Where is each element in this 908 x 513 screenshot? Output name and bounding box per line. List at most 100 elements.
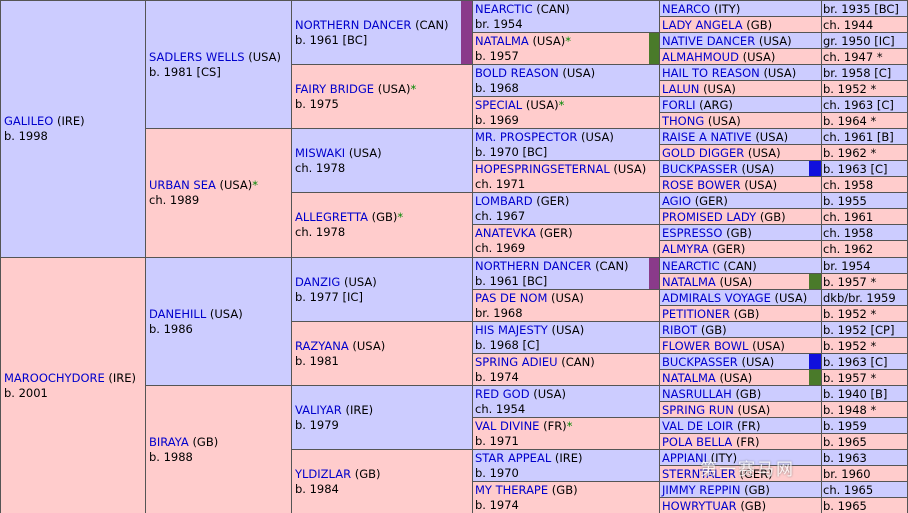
horse-name-link[interactable]: DANZIG <box>295 274 341 289</box>
horse-name-link[interactable]: ROSE BOWER <box>662 178 741 192</box>
horse-name-link[interactable]: LALUN <box>662 82 700 96</box>
horse-name-link[interactable]: FORLI <box>662 98 696 112</box>
horse-name-link[interactable]: HIS MAJESTY <box>475 323 548 337</box>
horse-name-link[interactable]: VAL DIVINE <box>475 419 540 433</box>
birth-info: ch. 1944 <box>823 18 874 32</box>
birth-info-cell: br. 1960 <box>820 465 908 482</box>
horse-name-link[interactable]: SADLERS WELLS <box>149 49 245 64</box>
horse-name-link[interactable]: JIMMY REPPIN <box>662 483 741 497</box>
horse-name-link[interactable]: LADY ANGELA <box>662 18 743 32</box>
horse-name-link[interactable]: THONG <box>662 114 705 128</box>
grandparent-cell: SADLERS WELLS (USA) b. 1981 [CS] <box>145 0 293 129</box>
country-code: (USA) <box>348 145 382 160</box>
horse-name-link[interactable]: PAS DE NOM <box>475 291 548 305</box>
horse-name-link[interactable]: ANATEVKA <box>475 226 536 240</box>
horse-name-link[interactable]: RED GOD <box>475 387 530 401</box>
horse-name-link[interactable]: SPRING ADIEU <box>475 355 558 369</box>
horse-name-link[interactable]: NORTHERN DANCER <box>295 17 412 32</box>
birth-info-cell: dkb/br. 1959 <box>820 289 908 306</box>
horse-name-link[interactable]: STAR APPEAL <box>475 451 552 465</box>
horse-name-link[interactable]: GOLD DIGGER <box>662 146 745 160</box>
horse-name-link[interactable]: ADMIRALS VOYAGE <box>662 291 771 305</box>
horse-name-link[interactable]: HOPESPRINGSETERNAL <box>475 162 610 176</box>
horse-name-link[interactable]: AGIO <box>662 194 692 208</box>
birth-info: b. 1964 * <box>823 114 877 128</box>
horse-name-link[interactable]: URBAN SEA <box>149 178 216 192</box>
horse-name-link[interactable]: SPECIAL <box>475 98 523 112</box>
horse-name-link[interactable]: ALMYRA <box>662 242 709 256</box>
horse-name-link[interactable]: RAISE A NATIVE <box>662 130 752 144</box>
horse-name-link[interactable]: NASRULLAH <box>662 387 732 401</box>
horse-name-link[interactable]: NEARCO <box>662 2 711 16</box>
star-mark: * <box>252 178 259 192</box>
ggg-grandparent-cell: ADMIRALS VOYAGE (USA) <box>659 289 822 306</box>
horse-name-link[interactable]: DANEHILL <box>149 306 207 321</box>
ggg-grandparent-cell: FORLI (ARG) <box>659 96 822 113</box>
horse-name-link[interactable]: SPRING RUN <box>662 403 734 417</box>
birth-info: b. 1948 * <box>823 403 877 417</box>
horse-name-link[interactable]: FAIRY BRIDGE <box>295 81 375 96</box>
birth-info: br. 1968 <box>475 306 523 320</box>
birth-info: b. 1957 <box>475 49 519 63</box>
horse-name-link[interactable]: BUCKPASSER <box>662 355 738 369</box>
country-code: (IRE) <box>56 114 85 128</box>
birth-info: ch. 1958 <box>823 226 874 240</box>
horse-name-link[interactable]: STERNTALER <box>662 467 736 481</box>
country-code: (IRE) <box>345 402 374 417</box>
horse-name-link[interactable]: NATALMA <box>662 275 716 289</box>
horse-name-link[interactable]: PROMISED LADY <box>662 210 757 224</box>
horse-name-link[interactable]: NATALMA <box>475 34 529 48</box>
horse-name-link[interactable]: NEARCTIC <box>475 2 533 16</box>
great-grandparent-cell: DANZIG (USA) b. 1977 [IC] <box>291 257 474 322</box>
horse-name-link[interactable]: BIRAYA <box>149 434 189 449</box>
birth-info: b. 1981 <box>295 353 339 368</box>
country-code: (USA) <box>744 178 778 192</box>
horse-name-link[interactable]: MAROOCHYDORE <box>4 370 105 385</box>
birth-info: b. 1940 [B] <box>823 387 888 401</box>
horse-name-link[interactable]: ALLEGRETTA <box>295 210 368 224</box>
gg-grandparent-cell: VAL DIVINE (FR)* b. 1971 <box>472 417 662 450</box>
birth-info: b. 1968 <box>475 81 519 95</box>
inbreeding-marker <box>461 1 473 64</box>
grandparent-cell: DANEHILL (USA) b. 1986 <box>145 257 293 386</box>
horse-name-link[interactable]: MR. PROSPECTOR <box>475 130 578 144</box>
horse-name-link[interactable]: NEARCTIC <box>662 259 720 273</box>
horse-name-link[interactable]: NATIVE DANCER <box>662 34 756 48</box>
horse-name-link[interactable]: APPIANI <box>662 451 707 465</box>
horse-name-link[interactable]: NATALMA <box>662 371 716 385</box>
country-code: (USA) <box>581 130 614 144</box>
ggg-grandparent-cell: POLA BELLA (FR) <box>659 433 822 450</box>
horse-name-link[interactable]: FLOWER BOWL <box>662 339 749 353</box>
horse-name-link[interactable]: VALIYAR <box>295 402 342 417</box>
horse-name-link[interactable]: HAIL TO REASON <box>662 66 760 80</box>
birth-info: b. 1984 <box>295 481 339 496</box>
horse-name-link[interactable]: LOMBARD <box>475 194 533 208</box>
horse-name-link[interactable]: HOWRYTUAR <box>662 499 737 513</box>
horse-name-link[interactable]: POLA BELLA <box>662 435 733 449</box>
horse-name-link[interactable]: NORTHERN DANCER <box>475 259 592 273</box>
birth-info: gr. 1950 [IC] <box>823 34 895 48</box>
horse-name-link[interactable]: PETITIONER <box>662 307 730 321</box>
country-code: (GER) <box>739 467 773 481</box>
horse-name-link[interactable]: ALMAHMOUD <box>662 50 739 64</box>
horse-name-link[interactable]: GALILEO <box>4 114 54 128</box>
horse-name-link[interactable]: BOLD REASON <box>475 66 559 80</box>
country-code: (USA) <box>742 50 776 64</box>
birth-info-cell: b. 1948 * <box>820 401 908 418</box>
horse-name-link[interactable]: MISWAKI <box>295 145 346 160</box>
birth-info: b. 1969 <box>475 113 519 127</box>
horse-name-link[interactable]: YLDIZLAR <box>295 466 352 481</box>
horse-name-link[interactable]: RIBOT <box>662 323 698 337</box>
birth-info-cell: b. 1940 [B] <box>820 385 908 402</box>
horse-name-link[interactable]: RAZYANA <box>295 338 349 353</box>
birth-info: b. 1952 * <box>823 82 877 96</box>
parent-cell: GALILEO (IRE) b. 1998 <box>0 0 147 258</box>
horse-name-link[interactable]: BUCKPASSER <box>662 162 738 176</box>
birth-info: dkb/br. 1959 <box>823 291 896 305</box>
birth-info-cell: b. 1964 * <box>820 112 908 129</box>
horse-name-link[interactable]: VAL DE LOIR <box>662 419 734 433</box>
star-mark: * <box>410 81 417 96</box>
horse-name-link[interactable]: ESPRESSO <box>662 226 723 240</box>
horse-name-link[interactable]: MY THERAPE <box>475 483 549 497</box>
birth-info-cell: ch. 1961 [B] <box>820 128 908 145</box>
